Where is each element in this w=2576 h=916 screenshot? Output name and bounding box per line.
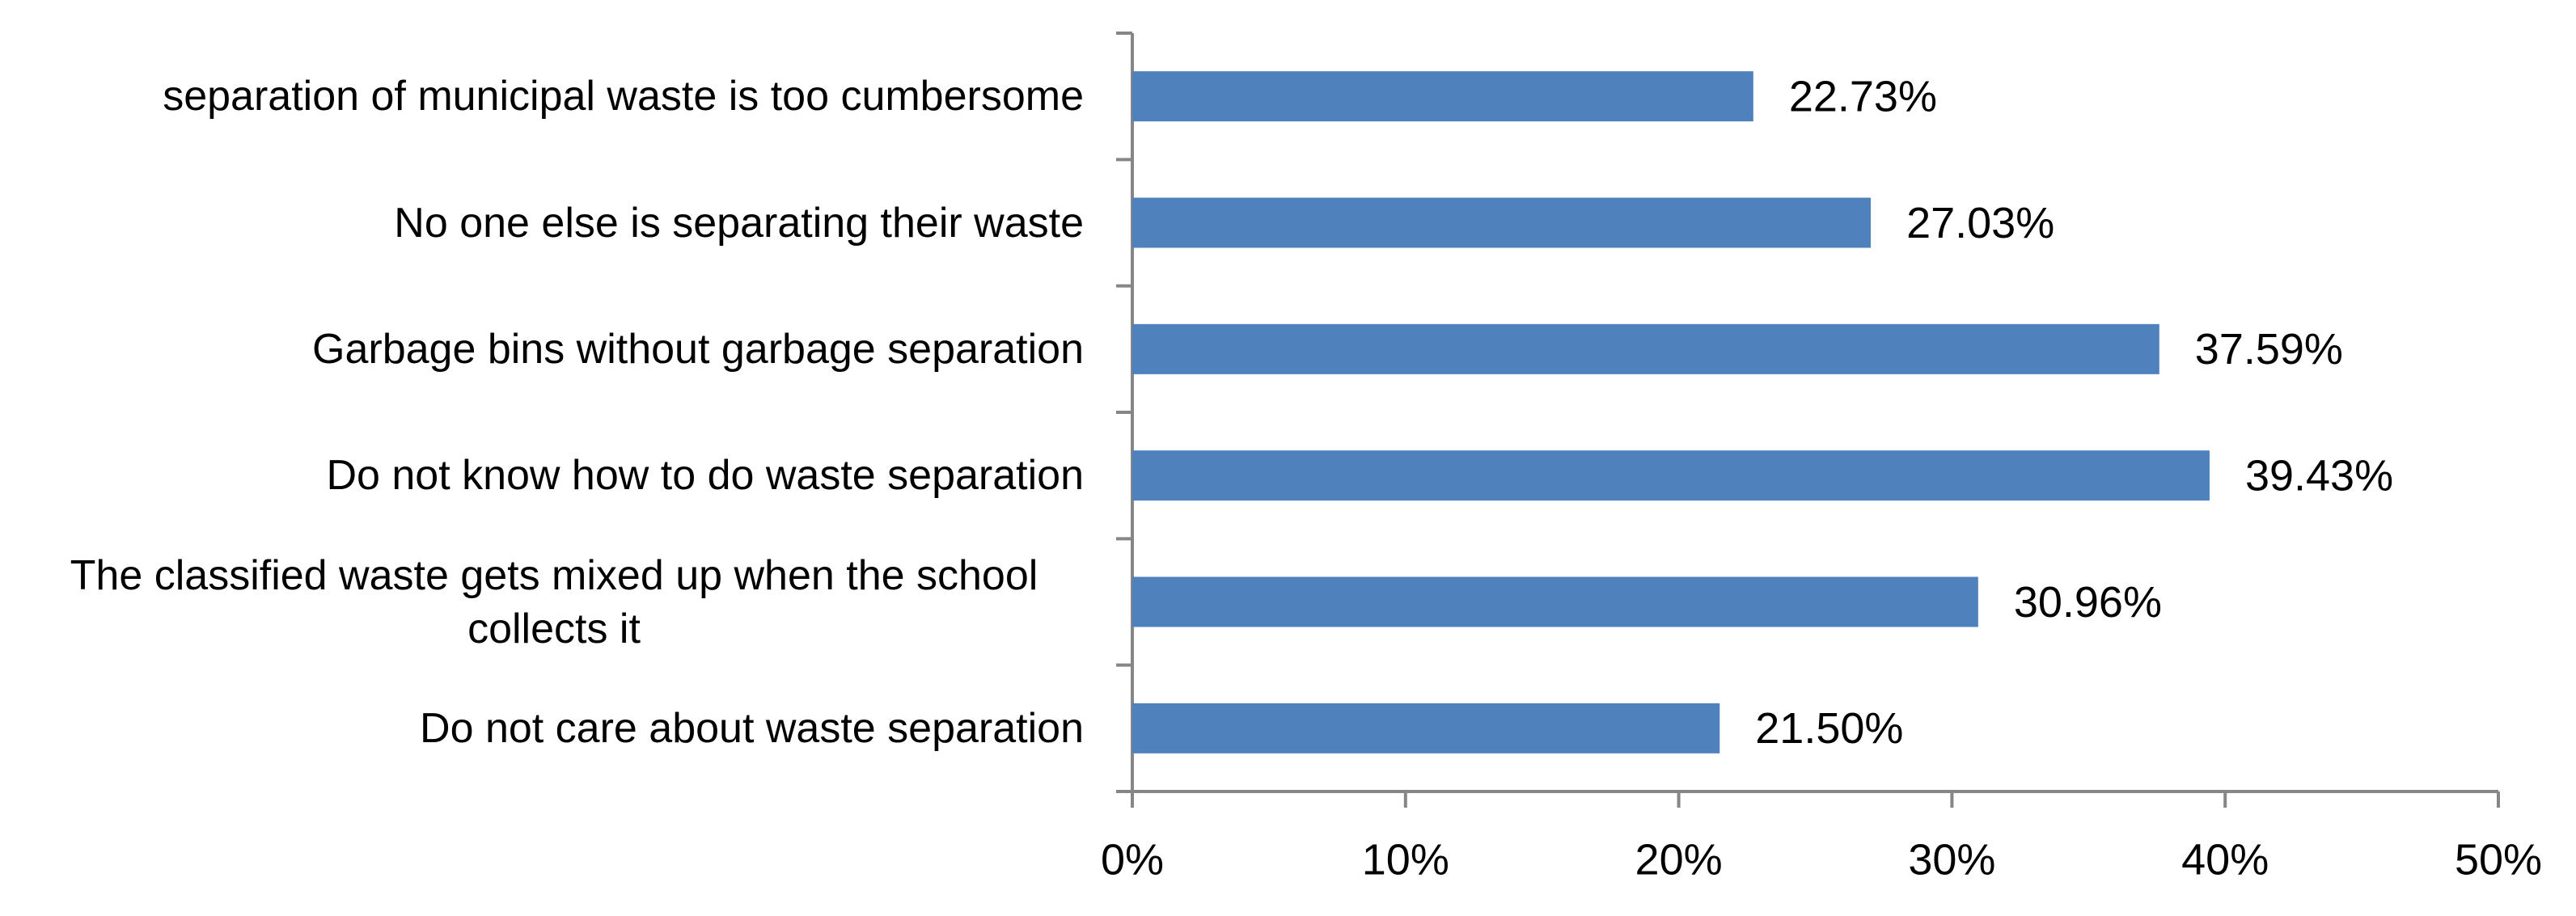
y-tick-label: No one else is separating their waste: [394, 199, 1084, 247]
value-label: 30.96%: [2014, 578, 2162, 627]
value-label: 39.43%: [2245, 451, 2393, 500]
x-tick-label: 20%: [1635, 835, 1723, 884]
bar: [1132, 703, 1720, 753]
value-label: 37.59%: [2195, 325, 2343, 374]
x-tick-label: 40%: [2181, 835, 2269, 884]
y-tick-label: Do not care about waste separation: [420, 704, 1084, 752]
y-tick-label: Do not know how to do waste separation: [326, 452, 1084, 500]
bar: [1132, 576, 1978, 627]
x-tick-label: 10%: [1362, 835, 1449, 884]
bar: [1132, 71, 1753, 122]
value-label: 21.50%: [1755, 704, 1903, 753]
y-tick-label: Garbage bins without garbage separation: [312, 325, 1084, 373]
y-tick-label: The classified waste gets mixed up when …: [70, 551, 1038, 652]
bar: [1132, 197, 1872, 248]
bar: [1132, 450, 2210, 501]
value-label: 27.03%: [1906, 199, 2054, 247]
x-tick-label: 50%: [2455, 835, 2542, 884]
x-tick-label: 0%: [1101, 835, 1164, 884]
x-tick-label: 30%: [1908, 835, 1995, 884]
bar: [1132, 323, 2159, 374]
y-tick-label: separation of municipal waste is too cum…: [163, 73, 1084, 120]
value-label: 22.73%: [1789, 72, 1937, 120]
